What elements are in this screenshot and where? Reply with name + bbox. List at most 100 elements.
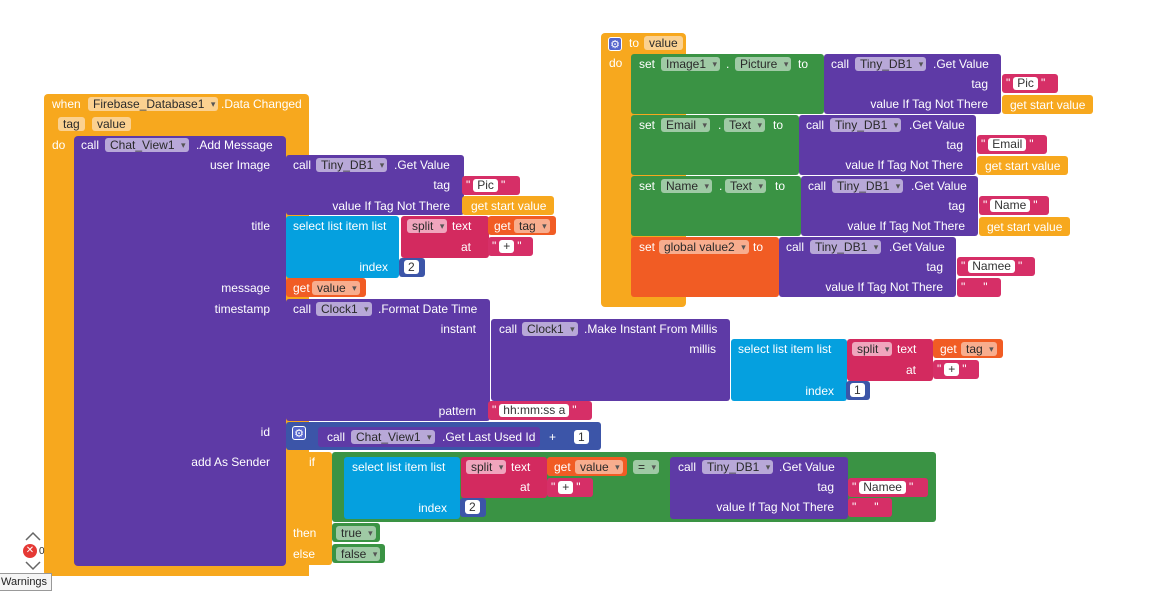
sender-at-text[interactable]: + [558, 481, 574, 494]
add-message-component-dropdown[interactable]: Chat_View1 [105, 138, 189, 152]
row4-variable-dropdown[interactable]: global value2 [659, 240, 749, 254]
title-get-var-dropdown[interactable]: tag [514, 219, 550, 233]
true-dropdown[interactable]: true [336, 526, 376, 540]
false-dropdown[interactable]: false [336, 547, 381, 561]
sender-method: .Get Value [779, 460, 835, 474]
userimage-tag-text[interactable]: Pic [473, 179, 498, 192]
mi-method: .Make Instant From Millis [584, 322, 718, 336]
userimage-tag-string[interactable]: " Pic " [462, 176, 520, 195]
row4-empty-string[interactable]: " " [957, 278, 1001, 297]
format-date-time-block[interactable] [286, 299, 490, 421]
ts-split-dropdown[interactable]: split [852, 342, 893, 356]
if-then-else-block[interactable] [286, 452, 332, 565]
id-plus: + [549, 430, 557, 444]
title-split-dropdown[interactable]: split [407, 219, 448, 233]
ts-at-string[interactable]: " + " [933, 360, 979, 379]
row4-db-dropdown[interactable]: Tiny_DB1 [810, 240, 882, 254]
title-select-list-item[interactable] [286, 216, 399, 278]
row3-get-start-value[interactable]: get start value [979, 217, 1070, 236]
procedure-name[interactable]: value [644, 36, 683, 50]
row2-tag-text[interactable]: Email [988, 138, 1027, 151]
userimage-db-dropdown[interactable]: Tiny_DB1 [316, 158, 388, 172]
warnings-toggle-button[interactable]: Warnings [0, 573, 53, 591]
if-label: if [309, 455, 315, 469]
row4-call: call [786, 240, 805, 254]
id-component-dropdown[interactable]: Chat_View1 [351, 430, 435, 444]
equals-operator-dropdown[interactable]: = [633, 460, 660, 474]
sender-empty-string[interactable]: " " [848, 498, 892, 517]
row2-component-dropdown[interactable]: Email [661, 118, 711, 132]
sender-tag-string[interactable]: " Namee " [848, 478, 928, 497]
ts-get-tag[interactable]: get tag [933, 339, 1003, 358]
sender-at-string[interactable]: " + " [547, 478, 593, 497]
row4-tag-text[interactable]: Namee [968, 260, 1015, 273]
sender-get-var-dropdown[interactable]: value [575, 460, 623, 474]
set-email-text[interactable] [631, 115, 799, 175]
row3-method: .Get Value [911, 179, 967, 193]
title-index-number[interactable]: 2 [399, 258, 425, 277]
ts-index-value[interactable]: 1 [850, 383, 865, 397]
row1-tag-string[interactable]: " Pic " [1002, 74, 1058, 93]
id-method: .Get Last Used Id [442, 430, 536, 444]
title-at-string[interactable]: " + " [488, 237, 533, 256]
row3-tag-string[interactable]: " Name " [979, 196, 1049, 215]
row2-db-dropdown[interactable]: Tiny_DB1 [830, 118, 902, 132]
ts-get-var-dropdown[interactable]: tag [961, 342, 997, 356]
mi-clock-dropdown[interactable]: Clock1 [522, 322, 578, 336]
sender-select-list-item[interactable] [344, 457, 460, 519]
add-as-sender-label: add As Sender [191, 455, 270, 469]
then-true[interactable]: true [332, 523, 380, 542]
set-label: set [639, 179, 656, 193]
chevron-down-icon[interactable] [24, 560, 42, 572]
userimage-get-start-value[interactable]: get start value [462, 196, 554, 215]
ts-clock-dropdown[interactable]: Clock1 [316, 302, 372, 316]
sender-split-dropdown[interactable]: split [466, 460, 507, 474]
row2-get-start-value[interactable]: get start value [977, 156, 1068, 175]
row2-method: .Get Value [909, 118, 965, 132]
row3-property-dropdown[interactable]: Text [725, 179, 767, 193]
row1-tag-text[interactable]: Pic [1013, 77, 1038, 90]
gear-icon[interactable]: ⚙ [292, 426, 306, 440]
row1-get-start-value[interactable]: get start value [1002, 95, 1093, 114]
title-get-tag[interactable]: get tag [488, 216, 556, 235]
sender-get-value[interactable]: get value [547, 457, 627, 476]
add-message-call: call [81, 138, 100, 152]
row2-tag-string[interactable]: " Email " [977, 135, 1047, 154]
row4-tag-string[interactable]: " Namee " [957, 257, 1035, 276]
event-do-label: do [52, 138, 66, 152]
ts-at-text[interactable]: + [944, 363, 960, 376]
row3-db-dropdown[interactable]: Tiny_DB1 [832, 179, 904, 193]
sender-index-number[interactable]: 2 [460, 498, 486, 517]
id-number-value[interactable]: 1 [574, 430, 589, 444]
sender-index-value[interactable]: 2 [465, 500, 480, 514]
row3-component-dropdown[interactable]: Name [661, 179, 713, 193]
row1-component-dropdown[interactable]: Image1 [661, 57, 721, 71]
ts-index-number[interactable]: 1 [846, 381, 870, 400]
row1-property-dropdown[interactable]: Picture [735, 57, 792, 71]
add-message-block[interactable] [74, 136, 286, 566]
gear-icon[interactable]: ⚙ [608, 37, 622, 51]
row4-to: to [753, 240, 764, 254]
id-call: call [327, 430, 346, 444]
ts-select-list-item[interactable] [731, 339, 847, 401]
row1-db-dropdown[interactable]: Tiny_DB1 [855, 57, 927, 71]
message-get-var-dropdown[interactable]: value [312, 281, 360, 295]
else-false[interactable]: false [332, 544, 385, 563]
id-number-block[interactable]: 1 [568, 427, 594, 447]
error-icon[interactable]: ✕ [23, 544, 37, 558]
sender-tag-text[interactable]: Namee [859, 481, 906, 494]
ts-pattern-text[interactable]: hh:mm:ss a [499, 404, 570, 417]
event-component-dropdown[interactable]: Firebase_Database1 [88, 97, 219, 111]
mi-millis-label: millis [689, 342, 716, 356]
chevron-up-icon[interactable] [24, 530, 42, 542]
title-at-text[interactable]: + [499, 240, 515, 253]
row2-property-dropdown[interactable]: Text [724, 118, 766, 132]
sender-db-dropdown[interactable]: Tiny_DB1 [702, 460, 774, 474]
row3-tag-text[interactable]: Name [990, 199, 1031, 212]
message-get-value[interactable]: get value [286, 278, 366, 297]
set-name-text[interactable] [631, 176, 801, 236]
ts-pattern-string[interactable]: " hh:mm:ss a " [488, 401, 592, 420]
param-tag[interactable]: tag [58, 117, 85, 131]
title-index-value[interactable]: 2 [404, 260, 419, 274]
param-value[interactable]: value [92, 117, 131, 131]
